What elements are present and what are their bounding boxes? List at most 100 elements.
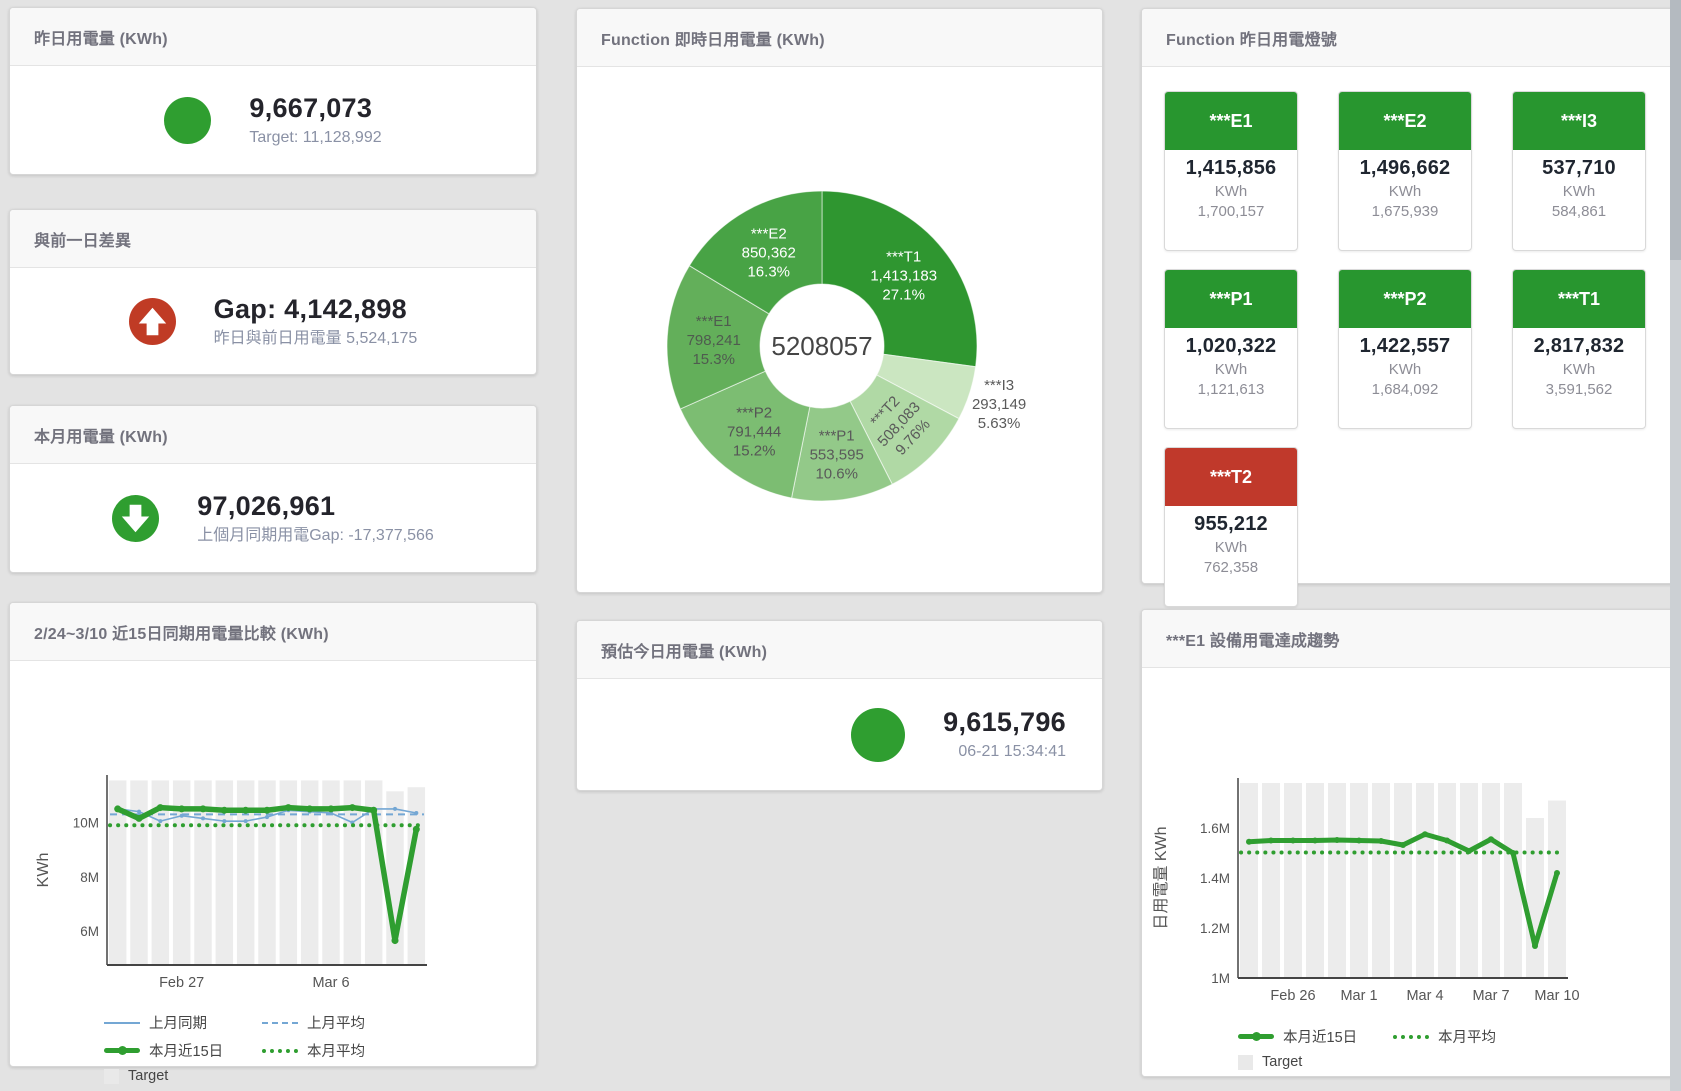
target-bar[interactable] [1547,800,1567,979]
data-point[interactable] [391,937,399,945]
target-bar[interactable] [215,780,234,965]
data-point[interactable] [284,804,292,812]
tile-value: 955,212 [1194,513,1268,535]
target-bar[interactable] [172,780,191,965]
data-point[interactable] [263,806,271,814]
donut-slice-E1[interactable] [666,264,770,410]
target-bar[interactable] [130,780,148,965]
target-bar[interactable] [1283,783,1303,978]
data-point[interactable] [242,806,250,814]
target-bar[interactable] [1393,783,1413,978]
target-bar[interactable] [1261,783,1281,978]
panel-title: Function 昨日用電燈號 [1142,9,1679,67]
data-point[interactable] [1400,842,1406,848]
data-point[interactable] [1422,831,1428,838]
target-bar[interactable] [407,787,426,965]
data-point[interactable] [1510,850,1516,856]
y-tick-label: 1.4M [1200,871,1230,886]
data-point[interactable] [1554,870,1560,876]
data-point[interactable] [220,806,228,814]
target-bar[interactable] [1459,783,1479,978]
e1-trend-line-chart[interactable]: 1M 1.2M 1.4M 1.6M Feb 26 Mar 1 Mar 4 Mar 7 Mar 1… [1150,768,1582,1013]
target-bar[interactable] [1415,783,1435,978]
legend-item-本月平均[interactable]: 本月平均 [262,1040,365,1061]
data-point[interactable] [222,819,227,824]
target-bar[interactable] [1503,783,1523,978]
target-bar[interactable] [279,780,298,965]
legend-swatch [104,1046,140,1055]
data-point[interactable] [1268,837,1274,844]
scrollbar-thumb[interactable] [1670,0,1681,260]
data-point[interactable] [348,804,356,812]
panel-title: ***E1 設備用電達成趨勢 [1142,610,1679,668]
data-point[interactable] [1444,837,1450,844]
data-point[interactable] [114,805,122,813]
legend-label: 本月近15日 [1283,1030,1358,1046]
data-point[interactable] [1334,837,1340,843]
data-point[interactable] [1488,836,1494,843]
data-point[interactable] [135,814,143,822]
legend-item-本月近15日[interactable]: 本月近15日 [104,1040,262,1061]
data-point[interactable] [306,805,314,813]
legend-item-Target[interactable]: Target [1238,1054,1302,1070]
compare-line-chart[interactable]: 6M 8M 10M Feb 27 Mar 6 KWh [32,767,432,999]
data-point[interactable] [137,809,141,814]
legend-item-本月平均[interactable]: 本月平均 [1393,1026,1496,1047]
data-point[interactable] [265,815,269,820]
legend-item-Target[interactable]: Target [104,1068,168,1084]
data-point[interactable] [201,816,205,821]
status-circle-icon [851,707,906,762]
target-bar[interactable] [236,780,255,965]
data-point[interactable] [1246,838,1252,845]
data-point[interactable] [393,806,397,811]
data-point[interactable] [1290,837,1296,844]
data-point[interactable] [1312,837,1318,844]
target-bar[interactable] [343,780,362,965]
data-point[interactable] [199,805,207,813]
data-point[interactable] [156,804,164,812]
y-tick-label: 1.6M [1200,821,1230,836]
target-bar[interactable] [1327,783,1347,978]
tile-value: 1,496,662 [1359,157,1451,179]
kpi-subtitle: 昨日與前日用電量 5,524,175 [213,329,418,347]
kpi-value: Gap: 4,142,898 [213,293,407,324]
scrollbar[interactable] [1670,0,1681,1091]
target-bar[interactable] [1371,783,1391,978]
tile-status-header: ***E1 [1165,92,1297,150]
realtime-donut-chart[interactable]: ***T1 1,413,183 27.1%***I3 293,149 5.63%***T… [577,67,1104,537]
legend-swatch [262,1048,298,1053]
donut-slice-E2[interactable] [688,190,823,315]
legend-item-上月同期[interactable]: 上月同期 [104,1012,262,1033]
target-bar[interactable] [1437,783,1457,978]
panel-title-text: Function 即時日用電量 (KWh) [601,31,825,49]
legend-label: 本月平均 [1438,1030,1496,1046]
data-point[interactable] [327,805,335,813]
target-bar[interactable] [1349,783,1369,978]
target-bar[interactable] [1305,783,1325,978]
legend-item-本月近15日[interactable]: 本月近15日 [1238,1026,1393,1047]
arrow-down-circle-icon [112,494,160,542]
data-point[interactable] [370,806,378,814]
tile-target: 1,675,939 [1371,203,1439,220]
data-point[interactable] [1356,837,1362,844]
kpi-value: 97,026,961 [197,490,336,521]
y-tick-label: 10M [73,816,99,831]
data-point[interactable] [178,805,186,813]
donut-slice-label: ***T1 1,413,183 27.1% [870,249,937,304]
donut-slice-P2[interactable] [679,370,811,499]
data-point[interactable] [1532,943,1538,949]
target-bar[interactable] [1239,783,1259,978]
data-point[interactable] [158,819,163,824]
data-point[interactable] [412,825,420,833]
target-bar[interactable] [108,780,127,965]
target-bar[interactable] [1525,818,1545,978]
target-bar[interactable] [151,780,170,965]
panel-title: 昨日用電量 (KWh) [10,8,536,66]
y-tick-label: 8M [80,870,99,885]
data-point[interactable] [243,819,248,824]
data-point[interactable] [1378,838,1384,844]
legend-item-上月平均[interactable]: 上月平均 [262,1012,365,1033]
target-bar[interactable] [1481,783,1501,978]
donut-slice-label: ***E1 798,241 15.3% [687,313,741,368]
donut-slice-T1[interactable] [821,190,978,368]
